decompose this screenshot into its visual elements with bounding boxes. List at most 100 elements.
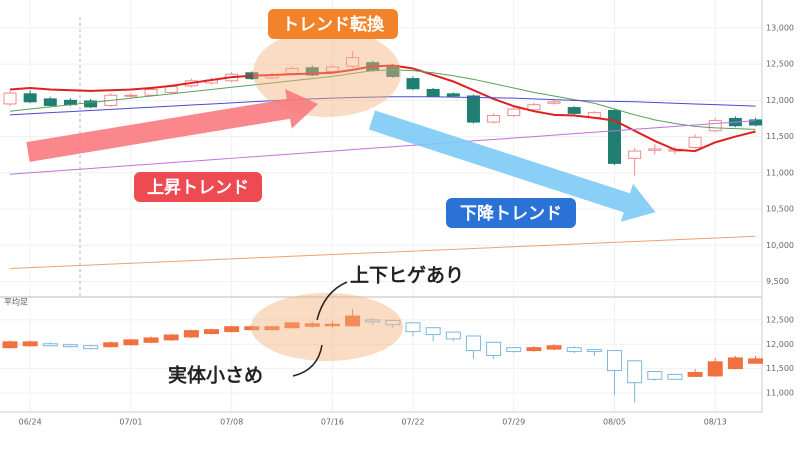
x-tick-label: 07/16 [321,418,344,427]
y-tick-label: 12,000 [766,96,794,105]
candle-body [648,148,662,151]
candle-body [688,136,702,148]
x-tick-label: 07/01 [119,418,142,427]
y-tick-label: 9,500 [766,277,789,286]
candle-body [465,335,481,352]
candle-body [3,92,17,105]
candle-body [325,66,339,72]
annotation: 上昇トレンド [147,178,249,198]
candle-body [526,347,542,352]
candle-body [707,361,723,377]
y-tick-label: 12,000 [766,340,794,349]
moving-average-line [9,96,756,116]
downtrend-arrow [368,110,656,222]
marks-layer [2,51,764,403]
candle-body [385,319,401,326]
candle-body [486,341,502,356]
y-tick-label: 11,500 [766,132,794,141]
connector [292,344,323,377]
candle-body [708,120,722,132]
candle-body [445,331,461,340]
candle-body [204,329,219,335]
candle-body [608,109,621,164]
candle-body [183,330,199,338]
y-tick-label: 10,500 [766,205,794,214]
annotation: 実体小さめ [168,364,263,387]
y-tick-label: 11,000 [766,388,794,397]
candle-body [506,347,522,353]
candle-body [123,339,139,346]
panel-title: 平均足 [4,297,28,307]
candle-body [406,78,420,90]
annotation: 下降トレンド [460,203,562,224]
y-tick-label: 11,000 [766,168,794,177]
candle-body [567,107,581,114]
candle-body [365,319,381,323]
x-tick-label: 07/29 [502,418,525,427]
candle-body [164,86,178,93]
candle-body [546,345,562,350]
candle-body [84,100,98,108]
x-tick-label: 08/13 [704,418,727,427]
candle-body [405,322,421,333]
candle-body [103,342,119,348]
moving-average-line [9,235,756,269]
candle-body [566,347,582,353]
candle-body [727,357,743,370]
x-tick-label: 08/05 [603,418,626,427]
axis-layer: 13,000 12,500 12,000 11,500 11,000 10,500 10,0… [19,23,794,426]
candle-body [345,315,361,327]
y-tick-label: 13,000 [766,23,794,32]
candle-body [749,119,763,126]
candle-body [2,341,18,349]
moving-average-line [9,69,756,130]
connector [316,281,348,321]
candle-body [284,322,300,329]
moving-average-line [9,120,756,175]
x-tick-label: 06/24 [19,418,42,427]
annotation: 上下ヒゲあり [350,265,464,287]
y-tick-label: 11,500 [766,364,794,373]
candle-body [748,358,764,364]
candle-body [83,345,99,350]
highlight-ellipse [251,293,403,361]
annotation-box [134,172,262,202]
candle-body [487,115,501,123]
candle-body [446,93,460,97]
candle-body [305,67,319,76]
y-tick-label: 10,000 [766,241,794,250]
candle-body [627,360,643,384]
candle-body [425,327,441,336]
candle-body [667,373,683,380]
candle-body [507,108,521,117]
y-tick-label: 12,500 [766,315,794,324]
candle-body [224,326,240,333]
candle-body [647,371,663,380]
candle-body [586,349,602,353]
candle-body [143,337,159,343]
candle-body [527,104,541,111]
candle-body [23,93,37,103]
candle-body [304,323,320,327]
x-tick-label: 07/08 [220,418,243,427]
candle-body [324,323,340,327]
candle-body [426,88,440,97]
candle-body [43,98,57,106]
candle-body [687,372,703,377]
candle-body [163,334,179,341]
overlay: トレンド転換 上昇トレンド 下降トレンド 上下ヒゲあり 実体小さめ 平均足 [4,9,656,387]
candle-body [547,101,561,104]
candle-body [264,326,280,331]
candle-body [628,150,642,159]
candle-body [346,57,360,67]
candle-body [124,94,138,97]
x-tick-label: 07/22 [401,418,424,427]
candle-body [244,326,260,331]
y-tick-label: 12,500 [766,60,794,69]
annotation-box [446,198,576,228]
candle-body [607,350,622,372]
candle-body [144,88,158,96]
uptrend-arrow [26,89,319,162]
